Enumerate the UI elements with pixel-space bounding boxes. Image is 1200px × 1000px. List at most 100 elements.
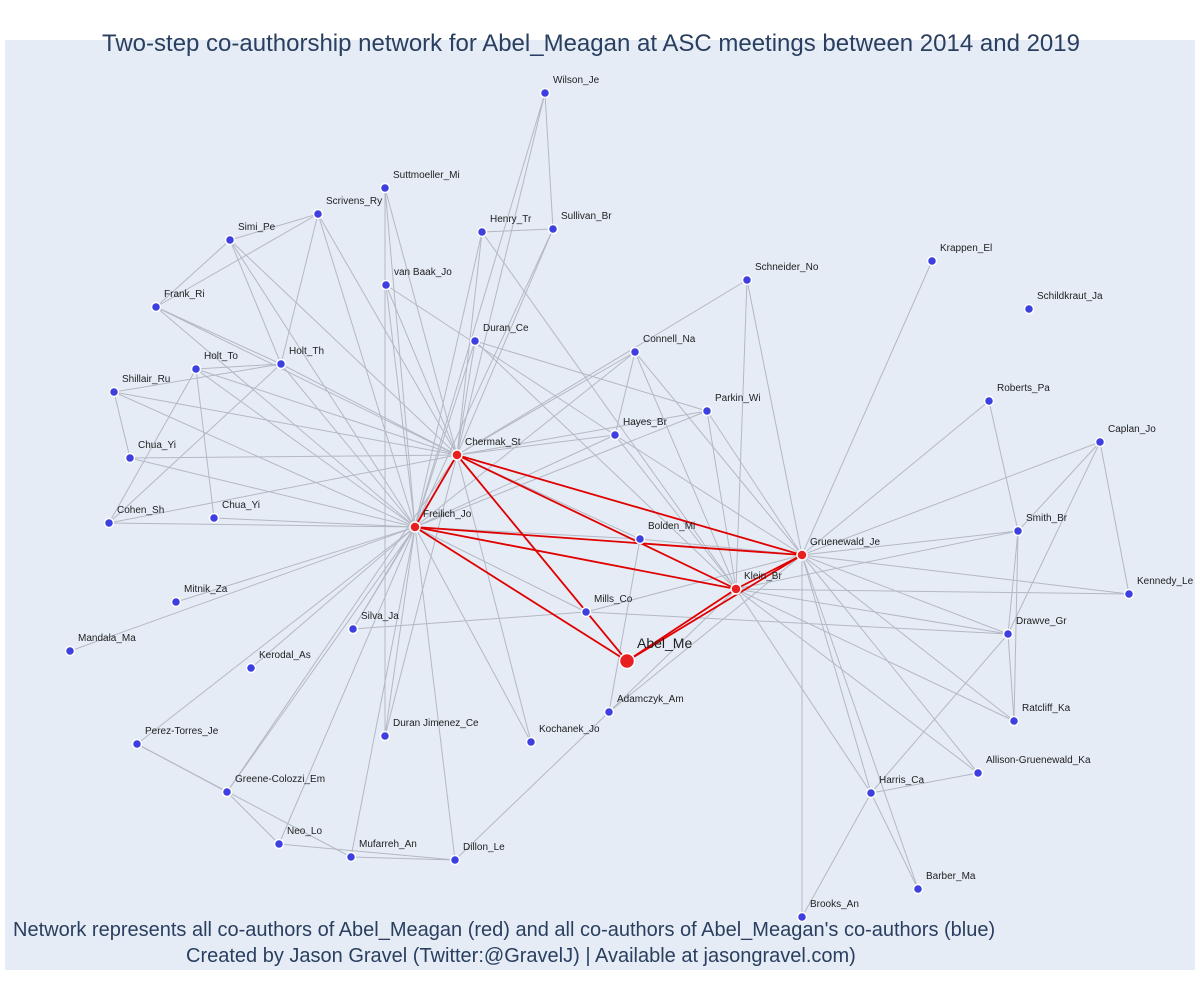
node-drawve-gr[interactable] (1002, 628, 1014, 640)
label-layer: Abel_Me Chermak_St Freilich_Jo Gruenewald_J… (78, 75, 1194, 910)
network-edge (414, 340, 476, 528)
node-harris-ca[interactable] (865, 787, 877, 799)
node-label: Frank_Ri (164, 289, 205, 300)
network-edge (414, 526, 532, 743)
node-label: Barber_Ma (926, 871, 976, 882)
network-edge (213, 517, 416, 528)
node-freilich-jo[interactable] (409, 521, 421, 533)
node-silva-ja[interactable] (347, 623, 359, 635)
node-label: Freilich_Jo (423, 509, 472, 520)
node-wilson-je[interactable] (539, 87, 551, 99)
node-duran-ce[interactable] (469, 335, 481, 347)
node-van-baak-jo[interactable] (380, 279, 392, 291)
node-kerodal-as[interactable] (245, 662, 257, 674)
node-label: Simi_Pe (238, 222, 276, 233)
node-roberts-pa[interactable] (983, 395, 995, 407)
network-edge (1017, 441, 1101, 532)
node-sullivan-br[interactable] (547, 223, 559, 235)
node-label: Mandala_Ma (78, 633, 136, 644)
node-label: van Baak_Jo (394, 267, 452, 278)
network-edge (801, 554, 872, 794)
node-perez-torres-je[interactable] (131, 738, 143, 750)
coauthor-edge (456, 454, 803, 556)
node-mills-co[interactable] (580, 606, 592, 618)
node-barber-ma[interactable] (912, 883, 924, 895)
network-edge (175, 526, 416, 603)
node-chua-yi-2[interactable] (208, 512, 220, 524)
network-edge (414, 434, 616, 528)
network-edge (108, 363, 282, 524)
network-edge (129, 454, 458, 459)
node-smith-br[interactable] (1012, 525, 1024, 537)
node-frank-ri[interactable] (150, 301, 162, 313)
node-suttmoeller-mi[interactable] (379, 182, 391, 194)
network-edge (108, 522, 416, 528)
node-adamczyk-am[interactable] (603, 706, 615, 718)
network-edge (384, 187, 458, 456)
network-edge (414, 231, 483, 528)
network-edge (481, 231, 737, 590)
node-label: Caplan_Jo (1108, 424, 1156, 435)
node-caplan-jo[interactable] (1094, 436, 1106, 448)
node-allison-gruenewald-ka[interactable] (972, 767, 984, 779)
node-connell-na[interactable] (629, 346, 641, 358)
node-holt-th[interactable] (275, 358, 287, 370)
node-simi-pe[interactable] (224, 234, 236, 246)
network-edge (454, 711, 610, 861)
network-edge (456, 92, 546, 456)
node-ratcliff-ka[interactable] (1008, 715, 1020, 727)
node-label: Harris_Ca (879, 775, 924, 786)
network-edge (280, 363, 416, 528)
node-gruenewald-je[interactable] (796, 549, 808, 561)
coauthor-edge (456, 454, 628, 662)
node-label: Wilson_Je (553, 75, 600, 86)
network-edge (706, 410, 803, 556)
node-brooks-an[interactable] (796, 911, 808, 923)
network-edge (735, 588, 1009, 635)
network-edge (229, 239, 416, 528)
network-edge (195, 368, 215, 519)
network-edge (801, 530, 1019, 556)
node-label: Suttmoeller_Mi (393, 170, 460, 181)
network-edge (706, 410, 737, 590)
node-scrivens-ry[interactable] (312, 208, 324, 220)
node-schildkraut-ja[interactable] (1023, 303, 1035, 315)
node-mitnik-za[interactable] (170, 596, 182, 608)
node-layer (64, 87, 1135, 923)
node-label: Abel_Me (637, 635, 692, 651)
node-klein-br[interactable] (730, 583, 742, 595)
node-krappen-el[interactable] (926, 255, 938, 267)
network-edge (278, 526, 416, 845)
node-cohen-sh[interactable] (103, 517, 115, 529)
network-edge (229, 239, 282, 365)
network-edge (544, 92, 554, 230)
node-kennedy-le[interactable] (1123, 588, 1135, 600)
node-mufarreh-an[interactable] (345, 851, 357, 863)
node-holt-to[interactable] (190, 363, 202, 375)
network-edge (155, 306, 416, 528)
node-kochanek-jo[interactable] (525, 736, 537, 748)
node-shillair-ru[interactable] (108, 386, 120, 398)
node-chermak-st[interactable] (451, 449, 463, 461)
node-label: Shillair_Ru (122, 374, 170, 385)
node-chua-yi-1[interactable] (124, 452, 136, 464)
node-label: Schneider_No (755, 262, 819, 273)
node-bolden-mi[interactable] (634, 533, 646, 545)
node-abel-me[interactable] (618, 652, 636, 670)
node-label: Holt_Th (289, 346, 324, 357)
network-edge (614, 434, 737, 590)
node-mandala-ma[interactable] (64, 645, 76, 657)
node-duran-jimenez-ce[interactable] (379, 730, 391, 742)
network-edge (414, 351, 636, 528)
node-parkin-wi[interactable] (701, 405, 713, 417)
node-greene-colozzi-em[interactable] (221, 786, 233, 798)
network-edge (1013, 530, 1019, 722)
node-schneider-no[interactable] (741, 274, 753, 286)
node-dillon-le[interactable] (449, 854, 461, 866)
network-edge (608, 538, 641, 713)
network-edge (250, 526, 416, 669)
node-neo-lo[interactable] (273, 838, 285, 850)
node-henry-tr[interactable] (476, 226, 488, 238)
coauthor-edge (414, 454, 458, 528)
node-hayes-br[interactable] (609, 429, 621, 441)
